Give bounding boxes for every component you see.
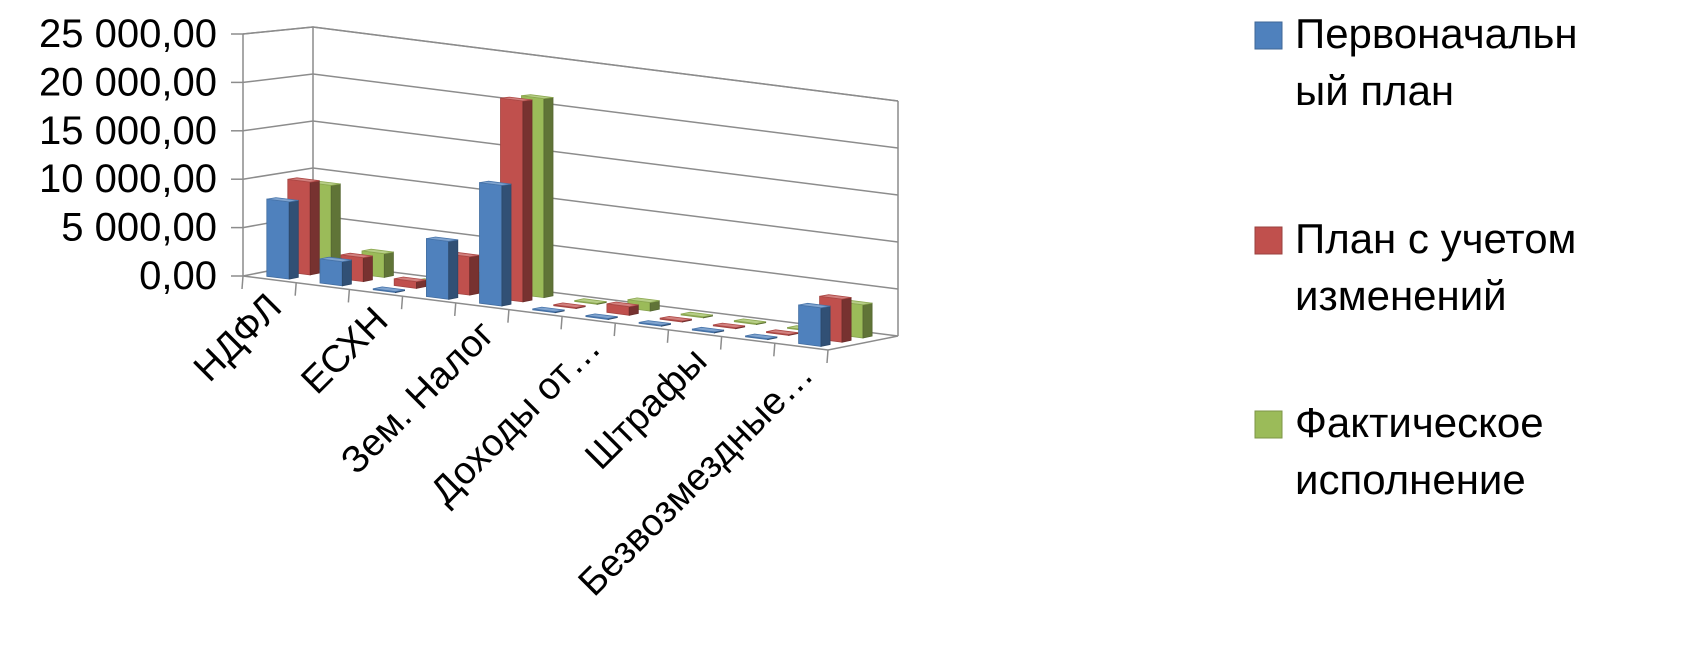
bar-1-5 bbox=[553, 302, 586, 309]
bar-2-8 bbox=[733, 318, 767, 325]
legend-label: Первоначальн bbox=[1295, 10, 1578, 57]
x-tick-mark bbox=[560, 316, 563, 330]
bar-0-0 bbox=[266, 197, 299, 280]
bar-0-10 bbox=[798, 302, 831, 347]
bar-1-4 bbox=[500, 96, 533, 303]
bar-0-1 bbox=[319, 256, 352, 287]
bar-1-7 bbox=[659, 315, 692, 323]
x-tick-mark bbox=[507, 309, 510, 323]
x-tick-mark bbox=[666, 329, 670, 343]
legend-swatch bbox=[1254, 21, 1283, 50]
gridline bbox=[242, 26, 899, 102]
gridlines bbox=[242, 26, 899, 290]
legend: Первоначальн ый план План с учетом изменени… bbox=[1254, 10, 1578, 503]
gridline bbox=[242, 73, 899, 149]
wall-top-edge bbox=[242, 26, 899, 102]
legend-label: План с учетом bbox=[1295, 215, 1576, 262]
legend-item: План с учетом изменений bbox=[1254, 215, 1576, 319]
legend-item: Первоначальн ый план bbox=[1254, 10, 1578, 114]
bar-0-2 bbox=[372, 286, 406, 294]
bar-2-7 bbox=[680, 311, 713, 319]
bar-2-5 bbox=[574, 298, 607, 305]
y-tick-label: 15 000,00 bbox=[39, 109, 217, 153]
legend-label: Фактическое bbox=[1295, 399, 1544, 446]
legend-label: исполнение bbox=[1295, 456, 1526, 503]
x-tick-mark bbox=[613, 323, 617, 337]
x-tick-label: НДФЛ bbox=[186, 286, 290, 390]
gridline bbox=[242, 120, 899, 196]
bar-0-8 bbox=[691, 326, 725, 334]
legend-item: Фактическое исполнение bbox=[1254, 399, 1544, 503]
bar-0-6 bbox=[585, 313, 618, 320]
x-tick-mark bbox=[719, 336, 723, 350]
bar-1-9 bbox=[766, 329, 799, 336]
x-tick-mark bbox=[773, 343, 776, 357]
y-tick-label: 25 000,00 bbox=[39, 12, 217, 56]
legend-label: изменений bbox=[1295, 272, 1507, 319]
y-tick-label: 20 000,00 bbox=[39, 60, 217, 104]
x-tick-mark bbox=[826, 349, 829, 364]
bar-1-6 bbox=[606, 301, 639, 316]
x-tick-label: Безвозмездные… bbox=[571, 353, 822, 604]
bar-0-7 bbox=[638, 320, 671, 327]
x-tick-label: ЕСХН bbox=[294, 299, 397, 402]
legend-label: ый план bbox=[1295, 67, 1454, 114]
y-tick-label: 0,00 bbox=[139, 254, 217, 298]
bar-0-3 bbox=[425, 236, 459, 300]
x-tick-mark bbox=[400, 296, 404, 310]
x-tick-mark bbox=[347, 289, 351, 303]
bar-1-8 bbox=[712, 322, 746, 330]
bar-0-4 bbox=[479, 180, 512, 307]
gridline bbox=[242, 167, 899, 243]
bar-0-5 bbox=[532, 306, 565, 314]
bars bbox=[266, 94, 873, 347]
chart-walls bbox=[242, 26, 899, 351]
x-tick-mark bbox=[294, 282, 297, 296]
legend-swatch bbox=[1254, 226, 1283, 255]
legend-swatch bbox=[1254, 410, 1283, 439]
x-tick-mark bbox=[453, 302, 457, 316]
bar-0-9 bbox=[745, 333, 778, 341]
bar-1-2 bbox=[393, 276, 427, 289]
y-tick-label: 5 000,00 bbox=[61, 206, 217, 250]
x-tick-mark bbox=[241, 275, 244, 290]
y-tick-label: 10 000,00 bbox=[39, 157, 217, 201]
